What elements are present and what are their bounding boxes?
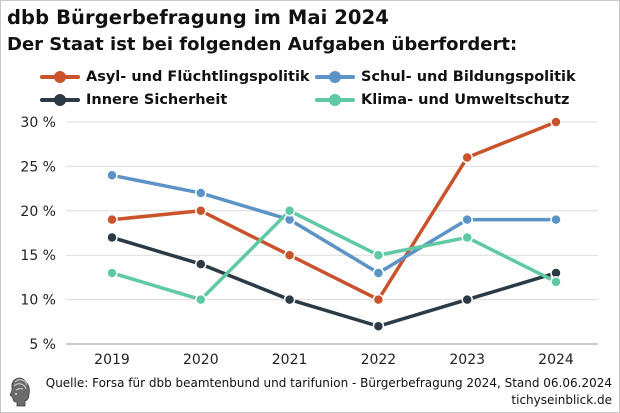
legend-item-sicherheit: Innere Sicherheit (40, 90, 227, 110)
legend-label-sicherheit: Innere Sicherheit (86, 92, 228, 108)
data-point (283, 293, 296, 306)
series-line (110, 173, 558, 275)
data-point (106, 213, 118, 226)
data-point (195, 258, 207, 270)
data-point (283, 205, 296, 217)
series-line (110, 120, 558, 302)
data-point (283, 249, 296, 261)
legend-item-asyl: Asyl- und Flüchtlingspolitik (40, 67, 310, 87)
x-tick-label: 2022 (361, 352, 397, 368)
data-point (195, 205, 207, 217)
data-point (461, 293, 473, 306)
data-point (195, 187, 207, 199)
legend-item-klima: Klima- und Umweltschutz (315, 90, 569, 110)
x-tick-label: 2020 (183, 352, 219, 368)
series-line (110, 209, 558, 302)
data-point (106, 267, 118, 279)
x-tick-label: 2021 (272, 352, 308, 368)
data-point (195, 293, 207, 306)
y-tick-label: 10 % (20, 293, 56, 309)
chart-subtitle: Der Staat ist bei folgenden Aufgaben übe… (7, 34, 518, 55)
x-tick-label: 2019 (94, 352, 130, 368)
data-point (550, 276, 562, 288)
data-point (461, 231, 473, 244)
data-point (372, 293, 385, 306)
y-tick-label: 30 % (20, 115, 56, 131)
data-point (372, 320, 385, 332)
x-tick-label: 2023 (449, 352, 485, 368)
chart-title: dbb Bürgerbefragung im Mai 2024 (7, 6, 389, 29)
chart-source-note: Quelle: Forsa für dbb beamtenbund und ta… (45, 376, 612, 390)
legend-item-schule: Schul- und Bildungspolitik (315, 67, 576, 87)
legend-marker-sicherheit (40, 90, 80, 110)
data-point (106, 231, 118, 244)
legend-label-klima: Klima- und Umweltschutz (361, 92, 570, 108)
data-point (550, 116, 562, 128)
legend-marker-asyl (40, 67, 80, 87)
legend-label-schule: Schul- und Bildungspolitik (361, 69, 576, 85)
legend-label-asyl: Asyl- und Flüchtlingspolitik (86, 69, 310, 85)
legend-marker-klima (315, 90, 355, 110)
legend-marker-schule (315, 67, 355, 87)
x-tick-label: 2024 (538, 352, 574, 368)
series-line (110, 235, 558, 328)
data-point (372, 249, 385, 261)
data-point (106, 169, 118, 182)
data-point (461, 151, 473, 164)
data-point (372, 267, 385, 279)
site-credit: tichyseinblick.de (511, 393, 612, 407)
data-point (550, 213, 562, 226)
y-tick-label: 5 % (29, 337, 56, 353)
y-tick-label: 15 % (20, 248, 56, 264)
publisher-logo-icon (9, 377, 30, 407)
y-tick-label: 20 % (20, 204, 56, 220)
y-tick-label: 25 % (20, 159, 56, 175)
data-point (461, 213, 473, 226)
